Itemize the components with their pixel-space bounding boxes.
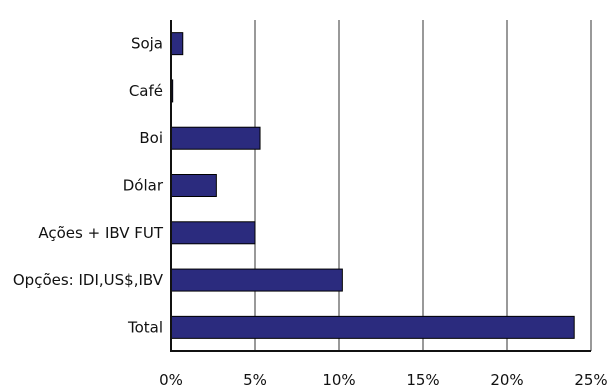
category-label-4: Ações + IBV FUT	[38, 224, 163, 242]
x-tick-label-3: 15%	[406, 371, 439, 389]
x-tick-label-1: 5%	[243, 371, 267, 389]
category-label-6: Total	[127, 318, 163, 336]
category-labels: Soja Café Boi Dólar Ações + IBV FUT Opções: I…	[13, 35, 164, 337]
x-tick-label-2: 10%	[322, 371, 355, 389]
gridlines	[254, 20, 592, 351]
bar-2	[170, 126, 261, 150]
bar-5	[170, 268, 343, 292]
bar-4	[170, 221, 256, 245]
x-tick-label-0: 0%	[159, 371, 183, 389]
category-label-1: Café	[129, 82, 163, 100]
category-label-2: Boi	[139, 129, 163, 147]
bars	[170, 32, 575, 339]
category-label-0: Soja	[131, 35, 163, 53]
category-label-3: Dólar	[123, 177, 164, 195]
x-tick-labels: 0% 5% 10% 15% 20% 25%	[159, 371, 608, 389]
bar-0	[170, 32, 184, 56]
x-tick-label-5: 25%	[574, 371, 607, 389]
x-tick-label-4: 20%	[490, 371, 523, 389]
category-label-5: Opções: IDI,US$,IBV	[13, 271, 164, 289]
bar-3	[170, 174, 217, 197]
bar-6	[170, 315, 575, 339]
